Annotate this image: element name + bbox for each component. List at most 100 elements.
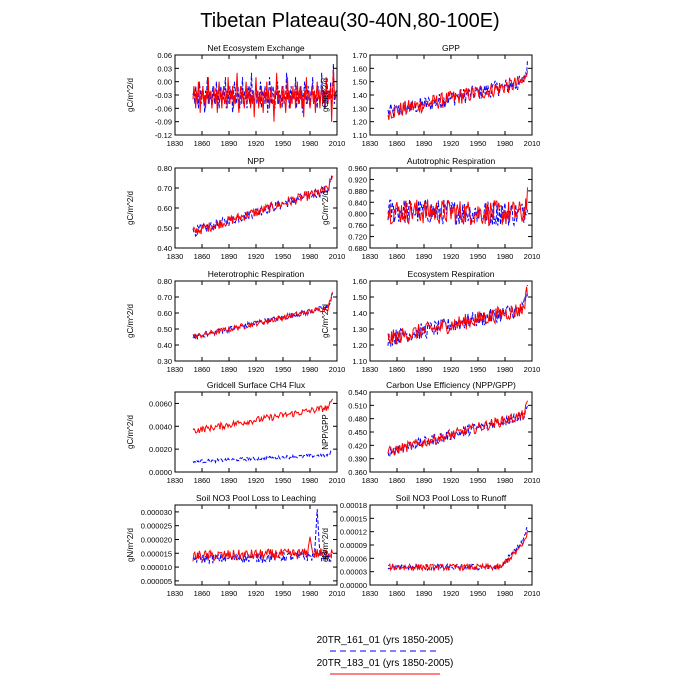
y-tick-label: 0.0040 — [149, 422, 172, 431]
x-tick-label: 1980 — [497, 589, 514, 598]
panel-heterotrophic-respiration: Heterotrophic Respiration gC/m^2/d 1830 186… — [126, 269, 345, 374]
series-line-1 — [192, 174, 333, 238]
plot-frame — [174, 504, 338, 586]
y-tick-label: 1.50 — [352, 293, 367, 302]
x-tick-label: 1830 — [362, 252, 379, 261]
x-tick-label: 1980 — [497, 365, 514, 374]
plot-frame — [369, 280, 533, 362]
panel-ecosystem-respiration: Ecosystem Respiration gC/m^2/d 1830 1860 189… — [321, 269, 540, 374]
x-tick-label: 1860 — [194, 252, 211, 261]
y-tick-label: 0.840 — [348, 198, 367, 207]
series-line-1 — [387, 527, 528, 572]
x-tick-label: 1890 — [221, 139, 238, 148]
y-tick-label: 1.50 — [352, 78, 367, 87]
y-tick-label: 1.30 — [352, 104, 367, 113]
x-tick-label: 1980 — [302, 139, 319, 148]
panel-title: Soil NO3 Pool Loss to Runoff — [396, 493, 507, 503]
y-tick-label: 0.60 — [157, 204, 172, 213]
series-line-1 — [192, 450, 333, 465]
series-line-2 — [387, 286, 528, 345]
x-tick-label: 1950 — [275, 252, 292, 261]
y-axis-label: gC/m^2/d — [321, 78, 330, 112]
y-tick-label: 0.50 — [157, 325, 172, 334]
x-tick-label: 1980 — [302, 365, 319, 374]
series-line-2 — [192, 292, 333, 340]
y-tick-label: 0.760 — [348, 221, 367, 230]
y-tick-label: 0.0020 — [149, 445, 172, 454]
x-tick-label: 1830 — [167, 365, 184, 374]
x-tick-label: 1860 — [194, 589, 211, 598]
plot-frame — [369, 391, 533, 473]
y-tick-label: 0.00003 — [340, 568, 367, 577]
x-tick-label: 1830 — [362, 139, 379, 148]
x-tick-label: 1890 — [416, 139, 433, 148]
panel-title: NPP — [247, 156, 265, 166]
legend-label-series-2: 20TR_183_01 (yrs 1850-2005) — [317, 658, 454, 669]
x-tick-label: 2010 — [329, 476, 346, 485]
panel-title: Heterotrophic Respiration — [208, 269, 305, 279]
y-tick-label: 0.70 — [157, 293, 172, 302]
y-tick-label: 0.00 — [157, 78, 172, 87]
panel-npp: NPP gC/m^2/d 1830 1860 1890 1920 1950 1980 2010 0… — [126, 156, 345, 261]
y-tick-label: 0.00012 — [340, 528, 367, 537]
x-tick-label: 1950 — [275, 589, 292, 598]
panel-soil-no3-pool-loss-to-runoff: Soil NO3 Pool Loss to Runoff gN/m^2/d 1830… — [321, 493, 540, 598]
x-tick-label: 1920 — [248, 476, 265, 485]
x-tick-label: 1950 — [470, 139, 487, 148]
y-tick-label: 0.920 — [348, 175, 367, 184]
y-tick-label: 0.000005 — [141, 577, 172, 586]
x-tick-label: 1860 — [194, 365, 211, 374]
x-tick-label: 2010 — [329, 589, 346, 598]
series-line-2 — [192, 68, 337, 122]
y-tick-label: -0.06 — [155, 104, 172, 113]
y-axis-label: gC/m^2/d — [126, 78, 135, 112]
y-axis-label: gN/m^2/d — [126, 528, 135, 562]
y-tick-label: 0.880 — [348, 187, 367, 196]
x-tick-label: 1890 — [221, 589, 238, 598]
legend: 20TR_161_01 (yrs 1850-2005) 20TR_183_01 … — [317, 635, 454, 675]
x-tick-label: 1920 — [248, 252, 265, 261]
x-tick-label: 1890 — [416, 476, 433, 485]
y-tick-label: 1.40 — [352, 91, 367, 100]
x-tick-label: 1830 — [167, 252, 184, 261]
x-tick-label: 1950 — [275, 476, 292, 485]
x-tick-label: 1950 — [275, 365, 292, 374]
panel-title: Ecosystem Respiration — [408, 269, 495, 279]
x-tick-label: 1860 — [194, 476, 211, 485]
y-tick-label: 0.50 — [157, 224, 172, 233]
y-tick-label: 0.30 — [157, 357, 172, 366]
x-tick-label: 1980 — [302, 252, 319, 261]
series-line-1 — [192, 292, 333, 341]
x-tick-label: 2010 — [329, 252, 346, 261]
y-tick-label: 0.00000 — [340, 581, 367, 590]
y-tick-label: 0.450 — [348, 428, 367, 437]
x-tick-label: 1950 — [470, 252, 487, 261]
x-tick-label: 1980 — [497, 252, 514, 261]
y-axis-label: gC/m^2/d — [126, 415, 135, 449]
y-tick-label: 0.390 — [348, 455, 367, 464]
x-tick-label: 1950 — [275, 139, 292, 148]
x-tick-label: 1920 — [248, 139, 265, 148]
x-tick-label: 1830 — [167, 589, 184, 598]
y-tick-label: 0.000015 — [141, 549, 172, 558]
x-tick-label: 1920 — [443, 589, 460, 598]
x-tick-label: 2010 — [524, 139, 541, 148]
x-tick-label: 1830 — [362, 589, 379, 598]
x-tick-label: 1920 — [248, 365, 265, 374]
panels-grid: Net Ecosystem Exchange gC/m^2/d 1830 1860 18… — [126, 43, 540, 598]
y-tick-label: 0.000025 — [141, 522, 172, 531]
x-tick-label: 1860 — [389, 252, 406, 261]
y-tick-label: 0.0000 — [149, 468, 172, 477]
panel-soil-no3-pool-loss-to-leaching: Soil NO3 Pool Loss to Leaching gN/m^2/d 18… — [126, 493, 345, 598]
y-tick-label: 0.540 — [348, 388, 367, 397]
x-tick-label: 1950 — [470, 365, 487, 374]
y-tick-label: 1.10 — [352, 131, 367, 140]
y-axis-label: gC/m^2/d — [321, 304, 330, 338]
panel-title: GPP — [442, 43, 460, 53]
y-axis-label: gC/m^2/d — [126, 304, 135, 338]
y-tick-label: 1.40 — [352, 309, 367, 318]
y-tick-label: 0.960 — [348, 164, 367, 173]
x-tick-label: 1980 — [302, 476, 319, 485]
y-tick-label: 1.60 — [352, 277, 367, 286]
